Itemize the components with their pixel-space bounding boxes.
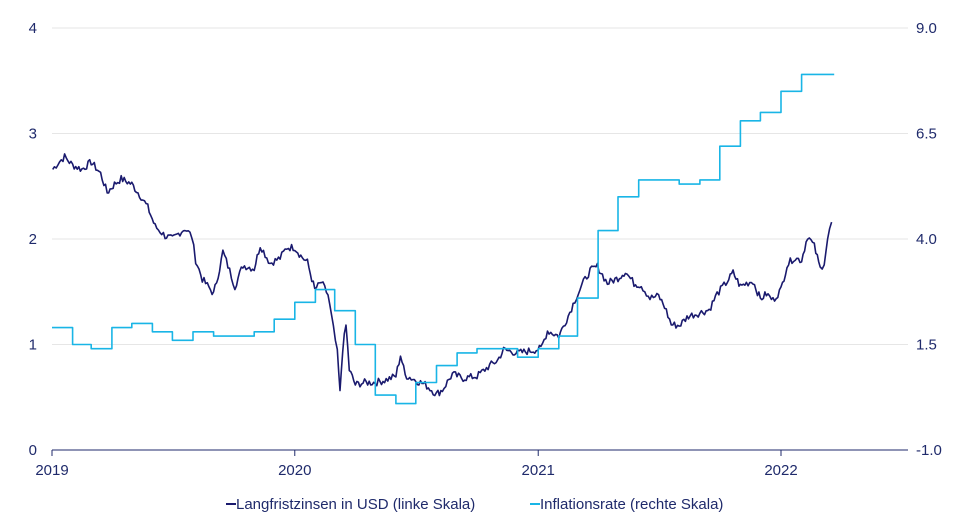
y-right-tick-label: 9.0	[916, 20, 937, 37]
x-tick-label: 2020	[278, 462, 311, 479]
plot-area	[52, 73, 835, 405]
y-left-tick-label: 4	[29, 20, 37, 37]
x-tick-label: 2022	[764, 462, 797, 479]
gridlines	[52, 27, 908, 345]
y-axis-right: -1.0 1.5 4.0 6.5 9.0	[916, 20, 942, 459]
y-right-tick-label: -1.0	[916, 442, 942, 459]
y-left-tick-label: 0	[29, 442, 37, 459]
y-right-tick-label: 4.0	[916, 231, 937, 248]
series-line-inflationsrate	[52, 73, 835, 405]
legend: Langfristzinsen in USD (linke Skala) Infl…	[226, 496, 723, 513]
y-right-tick-label: 6.5	[916, 126, 937, 143]
y-left-tick-label: 2	[29, 231, 37, 248]
y-left-tick-label: 3	[29, 126, 37, 143]
x-axis: 2019 2020 2021 2022	[35, 449, 908, 479]
legend-label: Langfristzinsen in USD (linke Skala)	[236, 496, 475, 513]
x-tick-label: 2021	[522, 462, 555, 479]
y-axis-left: 0 1 2 3 4	[29, 20, 37, 459]
y-right-tick-label: 1.5	[916, 337, 937, 354]
legend-label: Inflationsrate (rechte Skala)	[540, 496, 723, 513]
series-line-langfristzinsen	[52, 153, 833, 397]
x-tick-label: 2019	[35, 462, 68, 479]
y-left-tick-label: 1	[29, 337, 37, 354]
